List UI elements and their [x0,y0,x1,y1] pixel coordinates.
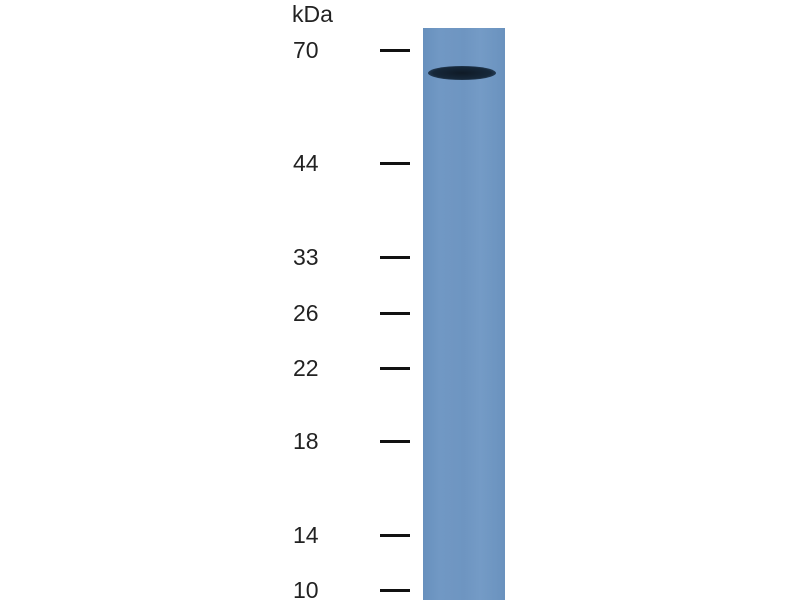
marker-label-18: 18 [293,428,319,454]
protein-band [428,66,496,80]
marker-tick-10 [380,589,410,592]
marker-tick-33 [380,256,410,259]
marker-label-14: 14 [293,522,319,548]
marker-tick-18 [380,440,410,443]
marker-tick-26 [380,312,410,315]
marker-label-33: 33 [293,244,319,270]
marker-label-26: 26 [293,300,319,326]
unit-label: kDa [292,1,333,27]
blot-lane [423,28,505,600]
marker-label-44: 44 [293,150,319,176]
marker-label-10: 10 [293,577,319,600]
marker-tick-44 [380,162,410,165]
marker-tick-22 [380,367,410,370]
marker-label-22: 22 [293,355,319,381]
marker-label-70: 70 [293,37,319,63]
marker-tick-14 [380,534,410,537]
marker-tick-70 [380,49,410,52]
